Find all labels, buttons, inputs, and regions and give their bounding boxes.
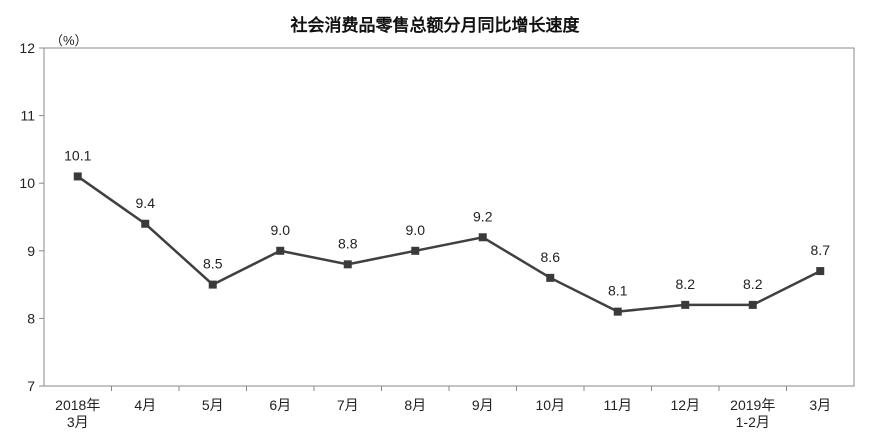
y-tick-label: 8 — [27, 310, 35, 326]
x-tick-label: 1-2月 — [736, 414, 770, 430]
data-label: 9.2 — [473, 208, 493, 224]
data-point-marker — [478, 233, 487, 242]
data-point-marker — [613, 307, 622, 316]
x-tick-label: 6月 — [269, 397, 291, 413]
data-label: 8.2 — [676, 276, 696, 292]
x-tick-label: 2018年 — [55, 397, 100, 413]
data-point-marker — [343, 260, 352, 269]
series-line — [77, 175, 821, 313]
data-point-marker — [276, 246, 285, 255]
y-tick-label: 9 — [27, 243, 35, 259]
plot-frame — [43, 47, 855, 387]
x-tick-label: 3月 — [809, 397, 831, 413]
x-tick-label: 4月 — [134, 397, 156, 413]
y-tick-label: 12 — [19, 40, 35, 56]
data-point-marker — [141, 219, 150, 228]
data-label: 8.2 — [743, 276, 763, 292]
y-axis-unit-label: （%） — [50, 33, 88, 48]
x-tick-label: 5月 — [202, 397, 224, 413]
data-point-marker — [208, 280, 217, 289]
data-label: 10.1 — [64, 147, 91, 163]
data-label: 9.4 — [136, 195, 156, 211]
x-tick-label: 2019年 — [730, 397, 775, 413]
y-tick-label: 7 — [27, 378, 35, 394]
data-point-marker — [411, 246, 420, 255]
x-tick-label: 12月 — [670, 397, 700, 413]
data-point-marker — [546, 273, 555, 282]
x-tick-label: 9月 — [472, 397, 494, 413]
x-tick-label: 8月 — [404, 397, 426, 413]
data-point-marker — [73, 172, 82, 181]
data-label: 8.5 — [203, 256, 223, 272]
data-label: 8.8 — [338, 235, 358, 251]
series-markers — [73, 172, 825, 316]
data-label: 8.6 — [541, 249, 561, 265]
data-label: 8.1 — [608, 283, 628, 299]
y-tick-label: 10 — [19, 175, 35, 191]
x-tick-label: 7月 — [337, 397, 359, 413]
y-tick-label: 11 — [20, 108, 35, 124]
x-tick-label: 11月 — [603, 397, 632, 413]
y-axis: 7 8 9 10 11 12 — [19, 40, 44, 394]
data-labels: 10.1 9.4 8.5 9.0 8.8 9.0 9.2 8.6 8.1 8.2 8.2 8.7 — [64, 147, 830, 298]
data-label: 8.7 — [811, 242, 831, 258]
data-point-marker — [748, 300, 757, 309]
x-tick-label: 10月 — [535, 397, 565, 413]
chart-title: 社会消费品零售总额分月同比增长速度 — [290, 15, 581, 36]
x-tick-label: 3月 — [67, 414, 89, 430]
data-point-marker — [816, 267, 825, 276]
data-label: 9.0 — [271, 222, 291, 238]
data-label: 9.0 — [406, 222, 426, 238]
data-point-marker — [681, 300, 690, 309]
